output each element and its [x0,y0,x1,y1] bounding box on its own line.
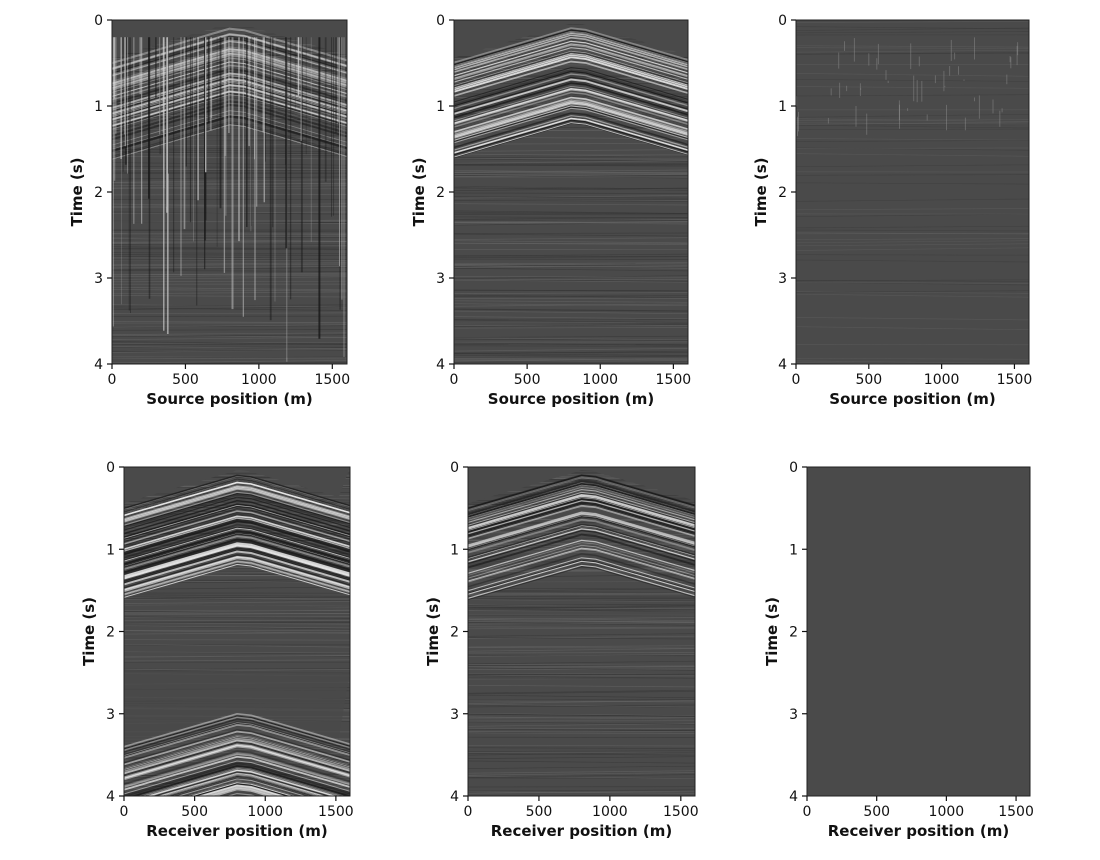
seismic-image [454,20,688,363]
x-axis-label: Source position (m) [829,390,995,408]
y-tick-label: 3 [436,271,445,287]
y-tick-label: 0 [789,460,798,476]
y-tick-label: 0 [94,13,103,29]
y-tick-label: 4 [789,789,798,805]
y-tick-label: 4 [94,357,103,373]
seismic-image [124,467,350,796]
seismic-image [796,20,1029,364]
x-tick-label: 0 [464,804,473,820]
y-tick-label: 0 [436,13,445,29]
x-axis-label: Receiver position (m) [828,822,1009,840]
y-axis-label: Time (s) [424,597,442,666]
x-tick-label: 500 [863,804,890,820]
y-tick-label: 0 [106,460,115,476]
y-tick-label: 4 [778,357,787,373]
y-tick-label: 2 [94,185,103,201]
x-tick-label: 0 [120,804,129,820]
panel-top-middle: 0 500 1000 1500 0 1 2 3 4 Source position (m) Time… [394,8,702,424]
x-tick-label: 0 [792,372,801,388]
y-tick-label: 4 [106,789,115,805]
plot-area [796,20,1029,364]
seismic-image [112,20,347,364]
y-tick-label: 0 [778,13,787,29]
x-axis-label: Receiver position (m) [491,822,672,840]
chart-svg: 0 500 1000 1500 0 1 2 3 4 Receiver position (m) Ti… [424,460,699,840]
x-tick-label: 0 [450,372,459,388]
panel-bottom-middle: 0 500 1000 1500 0 1 2 3 4 Receiver position (m) Ti… [408,455,709,856]
y-tick-label: 4 [450,789,459,805]
y-tick-label: 2 [450,625,459,641]
x-tick-label: 500 [514,372,541,388]
panel-bottom-left: 0 500 1000 1500 0 1 2 3 4 Receiver position (m) Ti… [64,455,364,856]
y-axis-label: Time (s) [68,157,86,226]
plot-area [807,467,1030,796]
x-tick-label: 500 [172,372,199,388]
x-tick-label: 1500 [998,804,1034,820]
panel-top-left: 0 500 1000 1500 0 1 2 3 4 Source position (m) Time… [52,8,361,424]
x-tick-label: 1000 [241,372,277,388]
y-tick-label: 1 [436,99,445,115]
seismic-image [468,467,695,794]
x-tick-label: 0 [803,804,812,820]
y-tick-label: 0 [450,460,459,476]
x-axis-label: Source position (m) [488,390,654,408]
x-tick-label: 1000 [247,804,283,820]
x-tick-label: 500 [526,804,553,820]
chart-svg: 0 500 1000 1500 0 1 2 3 4 Source position (m) Time… [752,13,1033,408]
y-tick-label: 3 [450,707,459,723]
chart-svg: 0 500 1000 1500 0 1 2 3 4 Receiver position (m) Ti… [80,460,354,840]
y-axis-label: Time (s) [752,157,770,226]
x-tick-label: 500 [855,372,882,388]
x-tick-label: 1000 [582,372,618,388]
y-tick-label: 1 [778,99,787,115]
x-tick-label: 500 [181,804,208,820]
x-axis-label: Receiver position (m) [146,822,327,840]
y-tick-label: 1 [94,99,103,115]
x-tick-label: 1500 [314,372,350,388]
x-tick-label: 1500 [663,804,699,820]
y-tick-label: 1 [789,542,798,558]
x-tick-label: 0 [108,372,117,388]
y-tick-label: 3 [94,271,103,287]
y-tick-label: 1 [106,542,115,558]
chart-svg: 0 500 1000 1500 0 1 2 3 4 Receiver position (m) Ti… [763,460,1034,840]
x-tick-label: 1500 [656,372,692,388]
y-tick-label: 2 [436,185,445,201]
y-tick-label: 3 [106,707,115,723]
chart-svg: 0 500 1000 1500 0 1 2 3 4 Source position (m) Time… [410,13,692,408]
y-axis-label: Time (s) [410,157,428,226]
y-tick-label: 3 [789,707,798,723]
x-axis-label: Source position (m) [146,390,312,408]
y-tick-label: 1 [450,542,459,558]
y-axis-label: Time (s) [80,597,98,666]
x-tick-label: 1000 [929,804,965,820]
panel-top-right: 0 500 1000 1500 0 1 2 3 4 Source position (m) Time… [736,8,1043,424]
x-tick-label: 1000 [924,372,960,388]
chart-svg: 0 500 1000 1500 0 1 2 3 4 Source position (m) Time… [68,13,350,408]
x-tick-label: 1500 [997,372,1033,388]
x-tick-label: 1000 [592,804,628,820]
x-tick-label: 1500 [318,804,354,820]
y-tick-label: 2 [778,185,787,201]
y-axis-label: Time (s) [763,597,781,666]
y-tick-label: 4 [436,357,445,373]
y-tick-label: 2 [106,625,115,641]
y-tick-label: 2 [789,625,798,641]
y-tick-label: 3 [778,271,787,287]
panel-bottom-right: 0 500 1000 1500 0 1 2 3 4 Receiver position (m) Ti… [747,455,1044,856]
